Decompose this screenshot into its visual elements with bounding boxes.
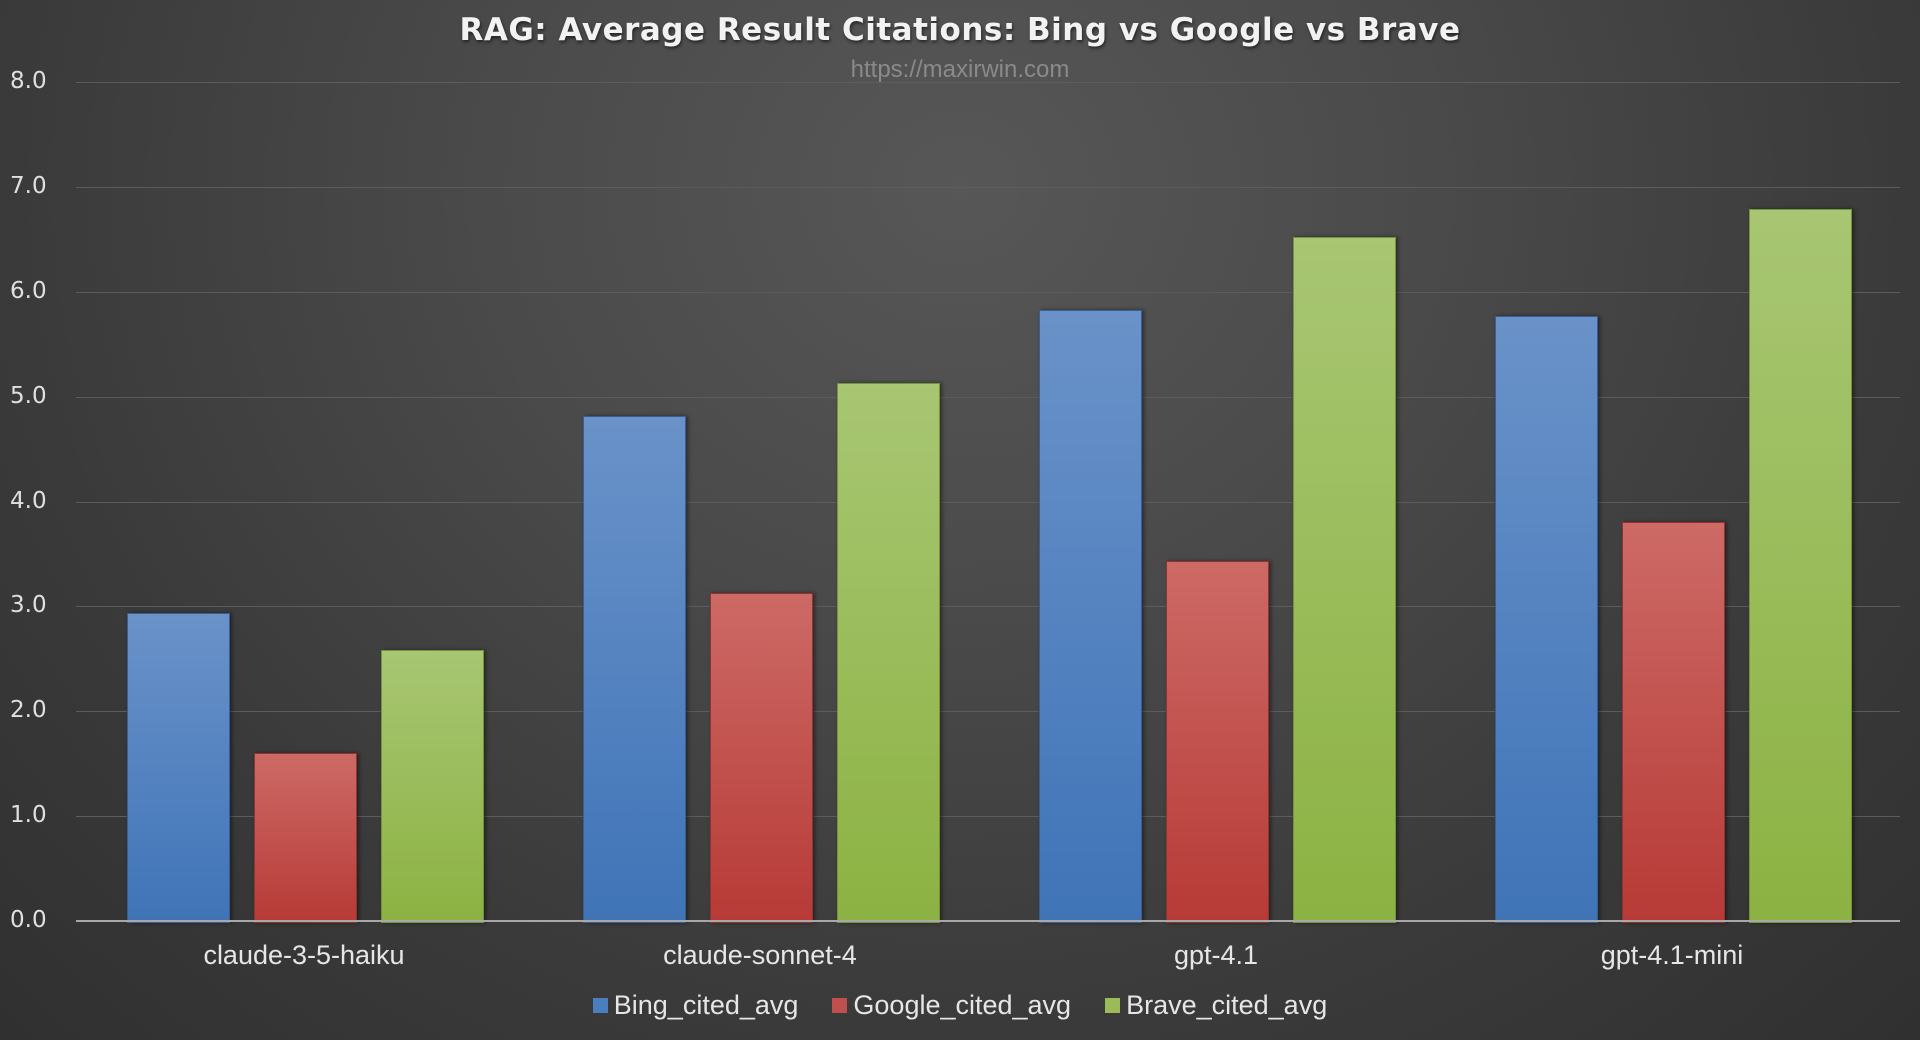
legend: Bing_cited_avg Google_cited_avg Brave_cite… bbox=[0, 990, 1920, 1021]
bar-google-gpt-4.1[interactable] bbox=[1165, 561, 1269, 923]
x-tick-label: gpt-4.1 bbox=[1173, 940, 1259, 970]
legend-label: Google_cited_avg bbox=[853, 990, 1072, 1020]
legend-swatch-icon bbox=[832, 998, 848, 1013]
y-tick-label: 3.0 bbox=[10, 592, 47, 619]
legend-label: Brave_cited_avg bbox=[1126, 990, 1328, 1020]
y-tick-label: 8.0 bbox=[10, 68, 47, 94]
gridline bbox=[76, 82, 1900, 83]
bar-google-claude-3-5-haiku[interactable] bbox=[253, 753, 357, 923]
legend-label: Bing_cited_avg bbox=[613, 990, 799, 1020]
legend-item-brave[interactable]: Brave_cited_avg bbox=[1105, 990, 1327, 1021]
legend-item-bing[interactable]: Bing_cited_avg bbox=[592, 990, 799, 1021]
x-axis-line bbox=[76, 920, 1900, 922]
legend-item-google[interactable]: Google_cited_avg bbox=[832, 990, 1071, 1021]
bar-brave-claude-sonnet-4[interactable] bbox=[836, 382, 940, 923]
gridline bbox=[76, 396, 1900, 398]
x-tick-label: gpt-4.1-mini bbox=[1600, 940, 1744, 970]
x-tick-label: claude-3-5-haiku bbox=[203, 940, 405, 970]
x-tick-label: claude-sonnet-4 bbox=[663, 940, 857, 970]
y-tick-label: 0.0 bbox=[10, 907, 47, 933]
bar-google-gpt-4.1-mini[interactable] bbox=[1621, 522, 1725, 923]
bar-google-claude-sonnet-4[interactable] bbox=[709, 592, 813, 923]
bar-brave-claude-3-5-haiku[interactable] bbox=[380, 650, 484, 923]
y-tick-label: 1.0 bbox=[10, 802, 47, 829]
gridline bbox=[76, 816, 1900, 818]
bar-brave-gpt-4.1-mini[interactable] bbox=[1748, 208, 1852, 923]
gridline bbox=[76, 501, 1900, 503]
legend-swatch-icon bbox=[592, 998, 608, 1013]
y-tick-label: 7.0 bbox=[10, 172, 47, 199]
chart-title: RAG: Average Result Citations: Bing vs G… bbox=[459, 12, 1461, 48]
chart-subtitle: https://maxirwin.com bbox=[850, 56, 1070, 83]
bar-bing-claude-sonnet-4[interactable] bbox=[582, 415, 686, 923]
gridline bbox=[76, 606, 1900, 608]
y-tick-label: 4.0 bbox=[10, 487, 47, 514]
bar-bing-claude-3-5-haiku[interactable] bbox=[126, 612, 230, 923]
bar-brave-gpt-4.1[interactable] bbox=[1292, 237, 1396, 923]
gridline bbox=[76, 711, 1900, 713]
bar-bing-gpt-4.1[interactable] bbox=[1038, 309, 1142, 923]
y-tick-label: 5.0 bbox=[10, 382, 47, 409]
gridline bbox=[76, 291, 1900, 293]
bar-bing-gpt-4.1-mini[interactable] bbox=[1494, 315, 1598, 923]
legend-swatch-icon bbox=[1105, 998, 1121, 1013]
y-tick-label: 6.0 bbox=[10, 277, 47, 304]
gridline bbox=[76, 186, 1900, 188]
y-tick-label: 2.0 bbox=[10, 697, 47, 724]
